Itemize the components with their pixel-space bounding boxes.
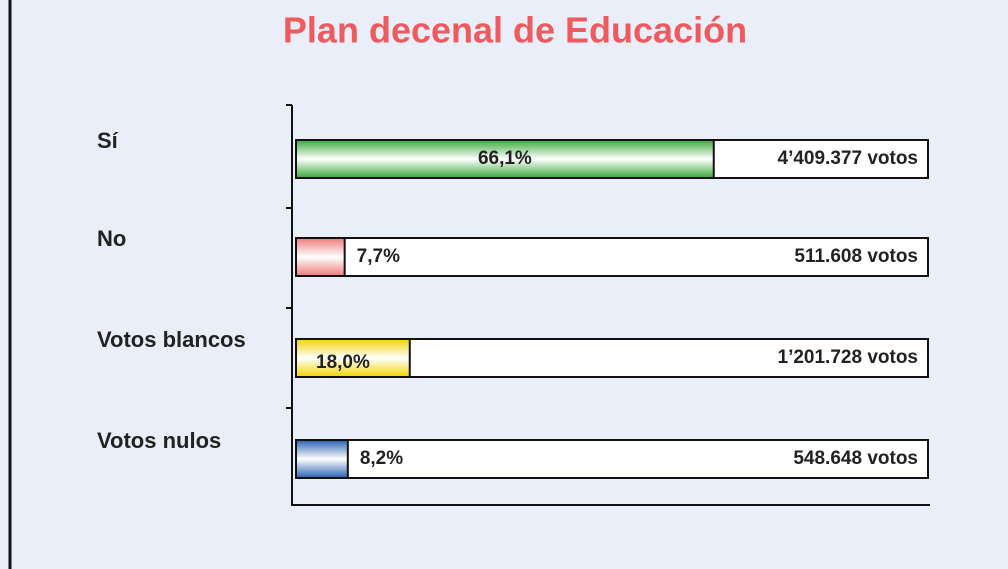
category-label: Sí [97,128,119,153]
vote-label: 511.608 votos [794,246,918,267]
value-label: 7,7% [357,246,400,267]
value-label: 8,2% [360,448,403,469]
vote-label: 1’201.728 votos [778,347,918,368]
bar [295,237,346,277]
bar [295,139,715,179]
bar [295,439,349,479]
vote-label: 548.648 votos [793,448,918,469]
bar-track [295,439,929,479]
value-label: 66,1% [478,148,532,169]
bar [295,338,411,378]
value-label: 18,0% [316,352,370,373]
bar-track [295,237,929,277]
chart-title: Plan decenal de Educación [283,10,747,51]
category-label: No [97,226,126,251]
category-label: Votos blancos [97,327,246,352]
category-label: Votos nulos [97,428,221,453]
vote-label: 4’409.377 votos [778,148,918,169]
